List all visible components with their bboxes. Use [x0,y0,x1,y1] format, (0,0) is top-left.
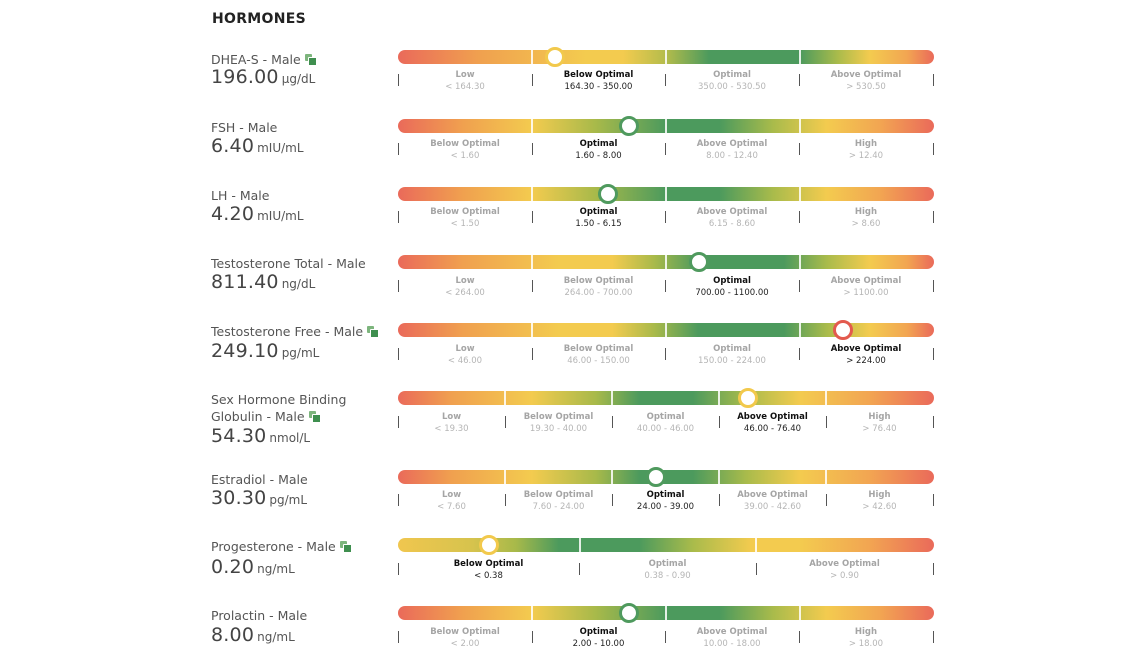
range-segment-below-optimal: Below Optimal 264.00 - 700.00 [563,276,634,298]
range-segment-optimal: Optimal 24.00 - 39.00 [636,490,695,512]
range-segment-optimal: Optimal 2.00 - 10.00 [572,627,625,649]
range-segment-low: Low < 264.00 [445,276,485,298]
copy-icon[interactable] [304,54,317,66]
biomarker-name: Sex Hormone Binding Globulin - Male [211,392,347,424]
range-segment-below-optimal: Below Optimal 19.30 - 40.00 [523,412,594,434]
range-segment-high: High > 42.60 [862,490,897,512]
range-segment-optimal: Optimal 150.00 - 224.00 [698,344,766,366]
value-marker [619,116,639,136]
range-bar [398,606,934,620]
value-marker [545,47,565,67]
range-segment-above-optimal: Above Optimal 39.00 - 42.60 [737,490,808,512]
biomarker-name: Testosterone Total - Male [211,256,366,271]
range-scale: Low < 46.00 Below Optimal 46.00 - 150.00 O… [398,344,934,368]
range-scale: Below Optimal < 1.60 Optimal 1.60 - 8.00 A… [398,139,934,163]
range-segment-below-optimal: Below Optimal < 2.00 [430,627,500,649]
value-marker [738,388,758,408]
value-marker [833,320,853,340]
range-segment-optimal: Optimal 1.60 - 8.00 [575,139,622,161]
biomarker-value: 196.00 µg/dL [211,66,316,88]
range-segment-low: Low < 164.30 [445,70,485,92]
biomarker-name: DHEA-S - Male [211,51,317,68]
range-segment-low: Low < 19.30 [434,412,469,434]
range-segment-above-optimal: Above Optimal 6.15 - 8.60 [696,207,768,229]
copy-icon[interactable] [367,326,380,338]
range-bar [398,323,934,337]
range-scale: Below Optimal < 1.50 Optimal 1.50 - 6.15 A… [398,207,934,231]
biomarker-name: Estradiol - Male [211,472,308,487]
biomarker-value: 54.30 nmol/L [211,425,311,447]
biomarker-name: LH - Male [211,188,270,203]
range-segment-high: High > 18.00 [848,627,884,649]
range-segment-high: High > 8.60 [851,207,881,229]
biomarker-value: 811.40 ng/dL [211,271,316,293]
range-segment-below-optimal: Below Optimal 7.60 - 24.00 [523,490,594,512]
range-segment-above-optimal: Above Optimal > 224.00 [830,344,902,366]
value-marker [689,252,709,272]
range-segment-optimal: Optimal 40.00 - 46.00 [636,412,695,434]
biomarker-name: Progesterone - Male [211,538,352,555]
range-segment-above-optimal: Above Optimal > 1100.00 [830,276,902,298]
range-segment-below-optimal: Below Optimal < 1.60 [430,139,500,161]
range-bar [398,391,934,405]
biomarker-value: 249.10 pg/mL [211,340,320,362]
range-scale: Low < 164.30 Below Optimal 164.30 - 350.00… [398,70,934,94]
range-segment-optimal: Optimal 0.38 - 0.90 [644,559,691,581]
range-segment-below-optimal: Below Optimal 46.00 - 150.00 [563,344,634,366]
range-scale: Low < 19.30 Below Optimal 19.30 - 40.00 Op… [398,412,934,436]
biomarker-value: 8.00 ng/mL [211,624,295,646]
range-segment-above-optimal: Above Optimal > 0.90 [809,559,880,581]
biomarker-value: 0.20 ng/mL [211,556,295,578]
range-scale: Below Optimal < 0.38 Optimal 0.38 - 0.90 A… [398,559,934,583]
range-scale: Below Optimal < 2.00 Optimal 2.00 - 10.00 … [398,627,934,651]
range-segment-above-optimal: Above Optimal > 530.50 [830,70,902,92]
range-segment-high: High > 76.40 [862,412,897,434]
biomarker-name: Testosterone Free - Male [211,323,380,340]
range-segment-high: High > 12.40 [848,139,884,161]
biomarker-name: FSH - Male [211,120,278,135]
range-bar [398,50,934,64]
range-scale: Low < 7.60 Below Optimal 7.60 - 24.00 Opti… [398,490,934,514]
biomarker-name: Prolactin - Male [211,608,308,623]
range-segment-above-optimal: Above Optimal 46.00 - 76.40 [737,412,808,434]
range-segment-low: Low < 7.60 [437,490,466,512]
range-bar [398,119,934,133]
range-bar [398,187,934,201]
value-marker [646,467,666,487]
copy-icon[interactable] [339,541,352,553]
range-bar [398,255,934,269]
value-marker [479,535,499,555]
range-segment-low: Low < 46.00 [447,344,483,366]
range-segment-below-optimal: Below Optimal 164.30 - 350.00 [563,70,634,92]
range-scale: Low < 264.00 Below Optimal 264.00 - 700.00… [398,276,934,300]
copy-icon[interactable] [308,411,321,423]
range-segment-optimal: Optimal 1.50 - 6.15 [575,207,622,229]
range-segment-optimal: Optimal 350.00 - 530.50 [698,70,766,92]
biomarker-value: 6.40 mIU/mL [211,135,304,157]
biomarker-value: 4.20 mIU/mL [211,203,304,225]
range-bar [398,538,934,552]
value-marker [619,603,639,623]
range-segment-above-optimal: Above Optimal 8.00 - 12.40 [696,139,768,161]
range-bar [398,470,934,484]
range-segment-above-optimal: Above Optimal 10.00 - 18.00 [696,627,768,649]
range-segment-below-optimal: Below Optimal < 0.38 [453,559,524,581]
range-segment-optimal: Optimal 700.00 - 1100.00 [695,276,769,298]
section-title: HORMONES [212,11,306,27]
biomarker-value: 30.30 pg/mL [211,487,308,509]
value-marker [598,184,618,204]
range-segment-below-optimal: Below Optimal < 1.50 [430,207,500,229]
